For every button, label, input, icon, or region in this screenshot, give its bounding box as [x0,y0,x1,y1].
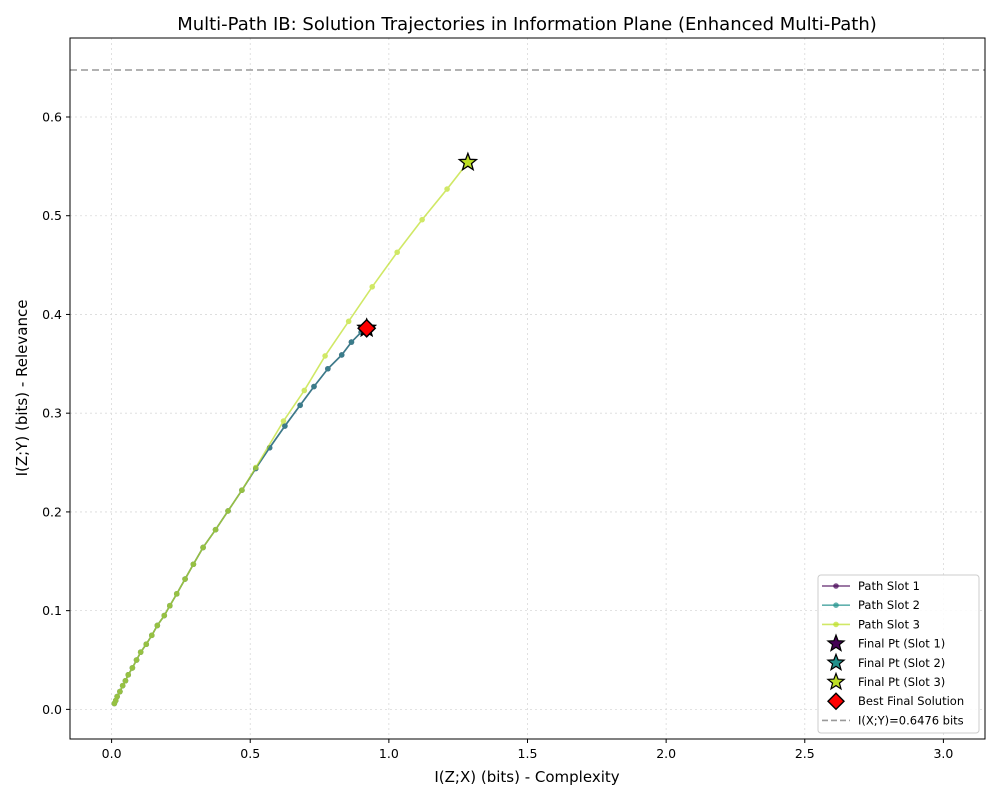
data-point [369,284,376,290]
x-axis-label: I(Z;X) (bits) - Complexity [434,768,619,786]
data-point [117,688,123,695]
legend-label: I(X;Y)=0.6476 bits [858,713,964,727]
y-tick-label: 0.6 [42,109,62,124]
legend-label: Path Slot 3 [858,617,920,631]
x-tick-label: 1.5 [518,746,538,761]
legend-label: Path Slot 1 [858,579,920,593]
data-point [239,487,245,493]
y-tick-label: 0.3 [42,406,62,421]
legend-label: Final Pt (Slot 2) [858,656,945,670]
data-point [133,657,140,663]
legend-diamond-swatch [827,692,845,711]
series-path-slot-1 [111,325,370,707]
series-path-slot-2 [111,325,370,707]
x-tick-label: 2.0 [656,746,676,761]
legend: Path Slot 1 Path Slot 2 Path Slot 3 Final P… [817,574,980,734]
data-point [419,216,425,223]
legend-point-swatch [833,621,839,628]
data-point [125,672,132,678]
data-point [444,186,450,192]
series-path-slot-3 [111,159,471,707]
y-axis-ticks: 0.0 0.1 0.2 0.3 0.4 0.5 0.6 [42,109,70,717]
final-markers-group [356,151,479,338]
y-tick-label: 0.5 [42,208,62,223]
data-point [252,464,259,471]
legend-item: Final Pt (Slot 2) [826,652,945,672]
data-point [114,693,120,700]
x-tick-label: 2.5 [795,746,815,761]
data-point [137,649,144,655]
series-group [111,159,471,707]
legend-item: Final Pt (Slot 1) [826,633,945,652]
legend-label: Path Slot 2 [858,598,920,612]
data-point [182,576,188,582]
data-point [280,418,287,424]
data-point [200,544,206,551]
data-point [311,383,317,390]
y-tick-label: 0.1 [42,603,62,618]
legend-item: Final Pt (Slot 3) [826,671,945,691]
data-point [225,508,231,514]
legend-point-swatch [833,602,839,608]
data-point [173,591,180,597]
data-point [190,561,197,568]
data-point [143,641,150,648]
legend-label: Final Pt (Slot 1) [858,637,945,651]
data-point [167,602,173,609]
data-point [345,318,352,325]
legend-label: Final Pt (Slot 3) [858,675,945,689]
data-point [129,665,136,671]
legend-star-swatch [826,671,846,691]
best-solution-marker [357,318,377,338]
data-point [122,677,129,684]
grid [70,38,985,739]
data-point [325,365,331,372]
legend-item: Path Slot 1 [822,579,920,593]
x-tick-label: 0.5 [240,746,260,761]
x-axis-ticks: 0.0 0.5 1.0 1.5 2.0 2.5 3.0 [102,739,953,761]
data-point [212,526,219,533]
data-point [161,612,168,619]
data-point [154,622,161,629]
final-point-slot-3-marker [457,151,479,172]
legend-point-swatch [833,583,839,589]
legend-box [817,574,980,734]
data-point [297,402,303,409]
chart-title: Multi-Path IB: Solution Trajectories in … [177,14,877,35]
x-tick-label: 3.0 [933,746,953,761]
legend-item: I(X;Y)=0.6476 bits [822,713,964,727]
data-point [149,632,155,639]
series-line [113,161,469,704]
y-tick-label: 0.4 [42,307,62,322]
legend-label: Best Final Solution [858,694,964,708]
data-point [322,353,328,359]
legend-star-swatch [826,652,846,672]
legend-item: Best Final Solution [827,692,964,711]
series-line [113,327,368,704]
data-point [119,682,126,689]
data-point [338,352,345,358]
x-tick-label: 1.0 [379,746,399,761]
data-point [282,423,288,429]
data-point [394,249,400,256]
legend-star-swatch [826,633,846,652]
data-point [301,387,308,394]
x-tick-label: 0.0 [102,746,122,761]
data-point [348,339,355,345]
y-tick-label: 0.2 [42,504,62,519]
y-axis-label: I(Z;Y) (bits) - Relevance [13,300,31,477]
series-line [113,327,368,704]
legend-item: Path Slot 3 [822,617,920,631]
legend-item: Path Slot 2 [822,598,920,612]
y-tick-label: 0.0 [42,702,62,717]
